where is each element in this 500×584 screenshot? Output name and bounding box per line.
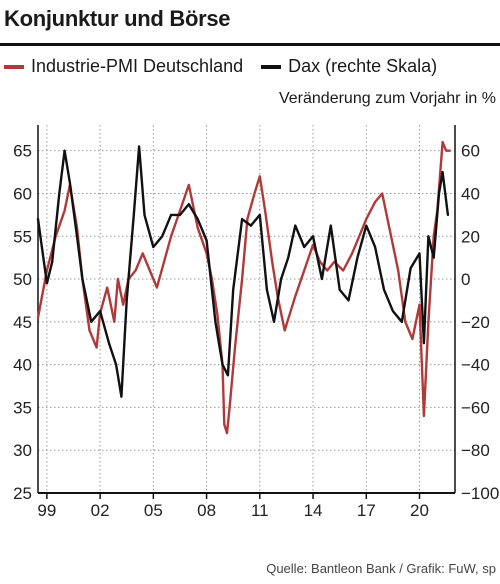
x-tick-label: 05 <box>144 501 163 520</box>
x-tick-label: 17 <box>357 501 376 520</box>
y-left-tick-label: 45 <box>13 313 32 332</box>
series-lines <box>36 140 451 435</box>
right-axis-unit-label: Veränderung zum Vorjahr in % <box>278 90 496 107</box>
legend-item-pmi: Industrie-PMI Deutschland <box>4 56 243 77</box>
x-tick-label: 11 <box>251 501 269 520</box>
legend-swatch-pmi <box>4 64 24 69</box>
title-rule <box>0 43 500 46</box>
y-left-tick-label: 35 <box>13 398 32 417</box>
y-right-tick-label: −80 <box>461 441 490 460</box>
y-right-tick-label: 40 <box>461 184 480 203</box>
axes <box>37 125 456 499</box>
x-tick-label: 02 <box>91 501 110 520</box>
legend-label-pmi: Industrie-PMI Deutschland <box>31 56 244 76</box>
tick-labels: 253035404550556065−100−80−60−40−20020406… <box>13 142 499 520</box>
y-left-tick-label: 30 <box>13 441 32 460</box>
y-right-tick-label: −100 <box>461 484 499 503</box>
x-tick-label: 20 <box>410 501 429 520</box>
x-tick-label: 14 <box>304 501 323 520</box>
y-left-tick-label: 40 <box>13 356 32 375</box>
y-right-tick-label: −20 <box>461 313 490 332</box>
y-right-tick-label: −40 <box>461 356 490 375</box>
y-right-tick-label: 0 <box>461 270 470 289</box>
y-left-tick-label: 55 <box>13 227 32 246</box>
y-left-tick-label: 25 <box>13 484 32 503</box>
dax-series-line <box>36 145 450 398</box>
legend: Industrie-PMI Deutschland Dax (rechte Sk… <box>4 56 455 77</box>
legend-item-dax: Dax (rechte Skala) <box>261 56 437 77</box>
y-left-tick-label: 50 <box>13 270 32 289</box>
chart-title: Konjunktur und Börse <box>4 6 231 31</box>
legend-swatch-dax <box>261 64 282 69</box>
pmi-series-line <box>36 140 451 435</box>
x-tick-label: 08 <box>197 501 216 520</box>
y-right-tick-label: −60 <box>461 398 490 417</box>
y-left-tick-label: 60 <box>13 184 32 203</box>
y-right-tick-label: 20 <box>461 227 480 246</box>
legend-label-dax: Dax (rechte Skala) <box>288 56 438 76</box>
y-right-tick-label: 60 <box>461 142 480 161</box>
source-note: Quelle: Bantleon Bank / Grafik: FuW, sp <box>266 561 496 576</box>
y-left-tick-label: 65 <box>13 142 32 161</box>
x-tick-label: 99 <box>37 501 56 520</box>
